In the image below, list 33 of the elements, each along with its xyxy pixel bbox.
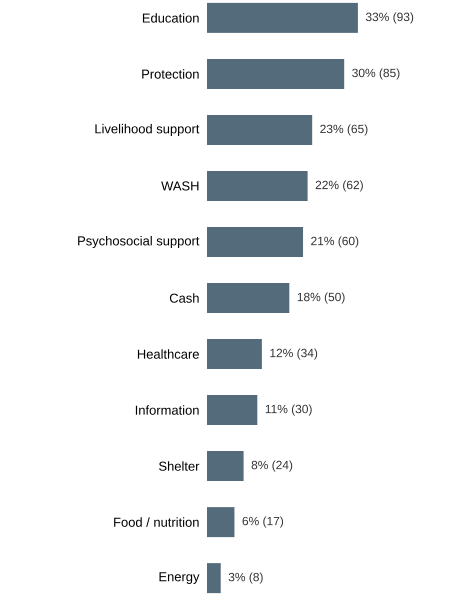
data-label: 6% (17) xyxy=(242,516,284,528)
bar xyxy=(207,114,312,145)
data-label: 33% (93) xyxy=(366,12,414,24)
bar xyxy=(207,58,344,89)
y-tick-label: Energy xyxy=(160,572,200,584)
y-tick-label: Cash xyxy=(170,293,199,303)
data-label: 23% (65) xyxy=(320,124,368,136)
bar xyxy=(207,2,358,33)
bar xyxy=(207,226,304,257)
y-tick-label: Information xyxy=(136,405,199,415)
y-tick-label: Healthcare xyxy=(138,349,199,359)
bar xyxy=(207,451,244,482)
y-tick-label: Psychosocial support xyxy=(78,236,200,248)
data-label: 12% (34) xyxy=(270,348,318,360)
bar xyxy=(207,339,262,370)
data-label: 21% (60) xyxy=(311,236,358,248)
y-tick-label: Livelihood support xyxy=(95,124,200,136)
data-label: 22% (62) xyxy=(316,180,363,192)
data-label: 8% (24) xyxy=(252,460,292,472)
data-label: 3% (8) xyxy=(228,572,263,584)
y-tick-label: WASH xyxy=(161,181,198,191)
data-label: 30% (85) xyxy=(352,68,400,80)
data-label: 18% (50) xyxy=(298,292,345,304)
bar xyxy=(207,170,308,201)
bar xyxy=(207,563,221,594)
y-tick-label: Education xyxy=(142,13,199,23)
data-label: 11% (30) xyxy=(266,404,312,416)
y-tick-label: Food / nutrition xyxy=(114,517,199,527)
bar xyxy=(207,283,290,314)
y-tick-label: Shelter xyxy=(159,461,200,471)
bar xyxy=(207,395,258,426)
bar xyxy=(207,507,234,538)
y-tick-label: Protection xyxy=(142,69,199,79)
